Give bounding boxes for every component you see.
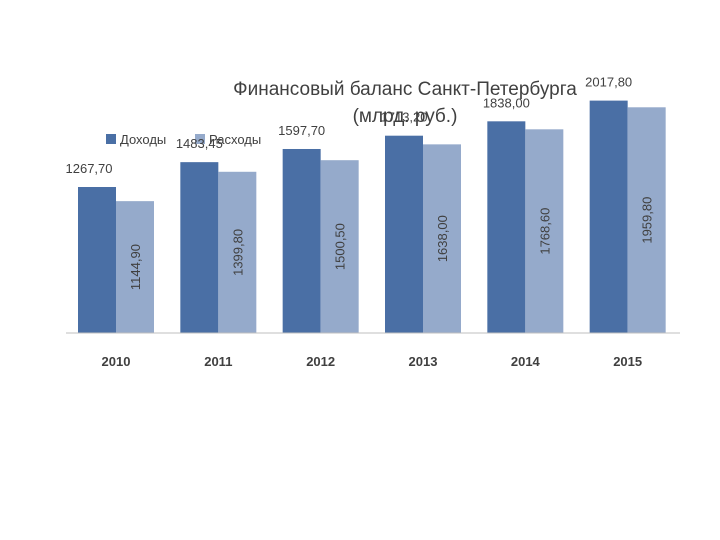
value-label-expenses-2011: 1399,80 [230,229,245,276]
bar-expenses-2015 [627,107,666,333]
value-label-expenses-2013: 1638,00 [435,215,450,262]
bar-income-2012 [282,148,321,333]
x-tick-label-2015: 2015 [613,354,642,369]
value-label-income-2015: 2017,80 [585,75,632,90]
legend: Доходы Расходы [106,132,261,147]
value-label-expenses-2015: 1959,80 [640,197,655,244]
value-label-income-2012: 1597,70 [278,123,325,138]
value-label-expenses-2014: 1768,60 [537,208,552,255]
x-tick-label-2011: 2011 [204,354,232,369]
value-label-expenses-2010: 1144,90 [128,244,143,290]
bar-income-2014 [487,121,526,333]
x-tick-label-2013: 2013 [409,354,438,369]
value-label-expenses-2012: 1500,50 [333,223,348,270]
bar-expenses-2011 [218,171,257,333]
x-tick-label-2012: 2012 [306,354,335,369]
bar-expenses-2012 [320,160,359,333]
bar-expenses-2010 [116,201,154,333]
value-label-income-2013: 1713,20 [381,110,428,125]
bar-income-2011 [180,162,219,333]
chart-title: Финансовый баланс Санкт-Петербурга [233,79,577,100]
value-label-income-2011: 1483,45 [176,136,223,151]
bar-income-2015 [589,100,628,334]
x-tick-label-2010: 2010 [102,354,131,369]
value-label-income-2010: 1267,70 [66,161,113,176]
legend-label-expenses: Расходы [209,132,261,147]
bar-income-2013 [385,135,423,333]
value-label-income-2014: 1838,00 [483,95,530,110]
chart-subtitle: (млрд. руб.) [353,106,458,127]
bar-expenses-2014 [525,129,564,333]
plot-area: 1267,70 1144,90 2010 1483,45 1399,80 2011 1597… [66,75,666,369]
x-tick-label-2014: 2014 [511,354,541,369]
legend-swatch-income [106,134,116,144]
legend-swatch-expenses [195,134,205,144]
bar-expenses-2013 [423,144,461,333]
bar-income-2010 [78,187,116,333]
legend-label-income: Доходы [120,132,166,147]
